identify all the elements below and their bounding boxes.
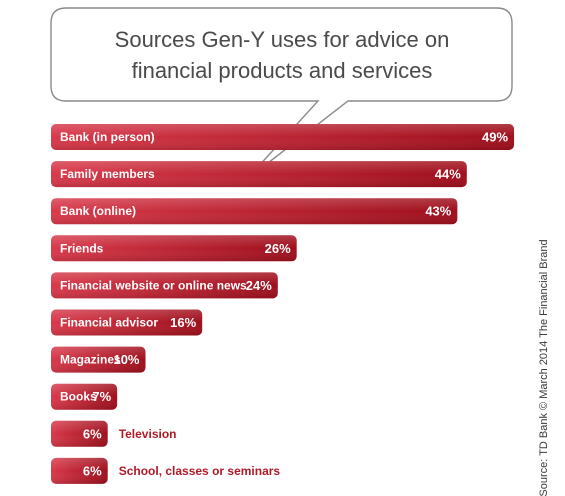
bar-category-label: Family members bbox=[60, 167, 155, 181]
bar-value-label: 24% bbox=[246, 278, 272, 293]
bar-category-label: Magazines bbox=[60, 353, 121, 367]
bar-shine bbox=[51, 124, 515, 150]
bar-shine bbox=[51, 346, 146, 373]
bar-value-label: 43% bbox=[425, 204, 451, 219]
bar-shine bbox=[51, 198, 458, 225]
bar-category-label: Financial website or online news bbox=[60, 278, 247, 292]
bar-value-label: 10% bbox=[113, 352, 139, 367]
bar-value-label: 7% bbox=[92, 389, 111, 404]
bar-value-label: 6% bbox=[83, 463, 102, 478]
bar-value-label: 16% bbox=[170, 315, 196, 330]
bar-shine bbox=[51, 235, 297, 262]
bar-value-label: 44% bbox=[435, 167, 461, 182]
bar-category-label: School, classes or seminars bbox=[119, 464, 281, 478]
bars-group: 49% Bank (in person) 44% Family members 43% B… bbox=[51, 124, 515, 484]
source-note: Source: TD Bank © March 2014 The Financi… bbox=[538, 239, 550, 496]
bar-category-label: Television bbox=[119, 427, 177, 441]
title-bubble: Sources Gen-Y uses for advice on financi… bbox=[50, 7, 513, 181]
bar-category-label: Books bbox=[60, 390, 97, 404]
chart-title-line-1: Sources Gen-Y uses for advice on bbox=[115, 27, 450, 52]
bar-category-label: Friends bbox=[60, 241, 104, 255]
bar-shine bbox=[51, 161, 467, 188]
chart-title-line-2: financial products and services bbox=[132, 58, 433, 83]
bar-shine bbox=[51, 309, 203, 336]
bar-shine bbox=[51, 272, 278, 299]
bar-shine bbox=[51, 420, 108, 447]
bar-shine bbox=[51, 457, 108, 484]
bar-value-label: 49% bbox=[482, 130, 508, 145]
bar-category-label: Financial advisor bbox=[60, 316, 158, 330]
bar-value-label: 26% bbox=[265, 241, 291, 256]
bar-value-label: 6% bbox=[83, 426, 102, 441]
bar-shine bbox=[51, 383, 118, 410]
bar-category-label: Bank (online) bbox=[60, 204, 136, 218]
bar-category-label: Bank (in person) bbox=[60, 130, 155, 144]
